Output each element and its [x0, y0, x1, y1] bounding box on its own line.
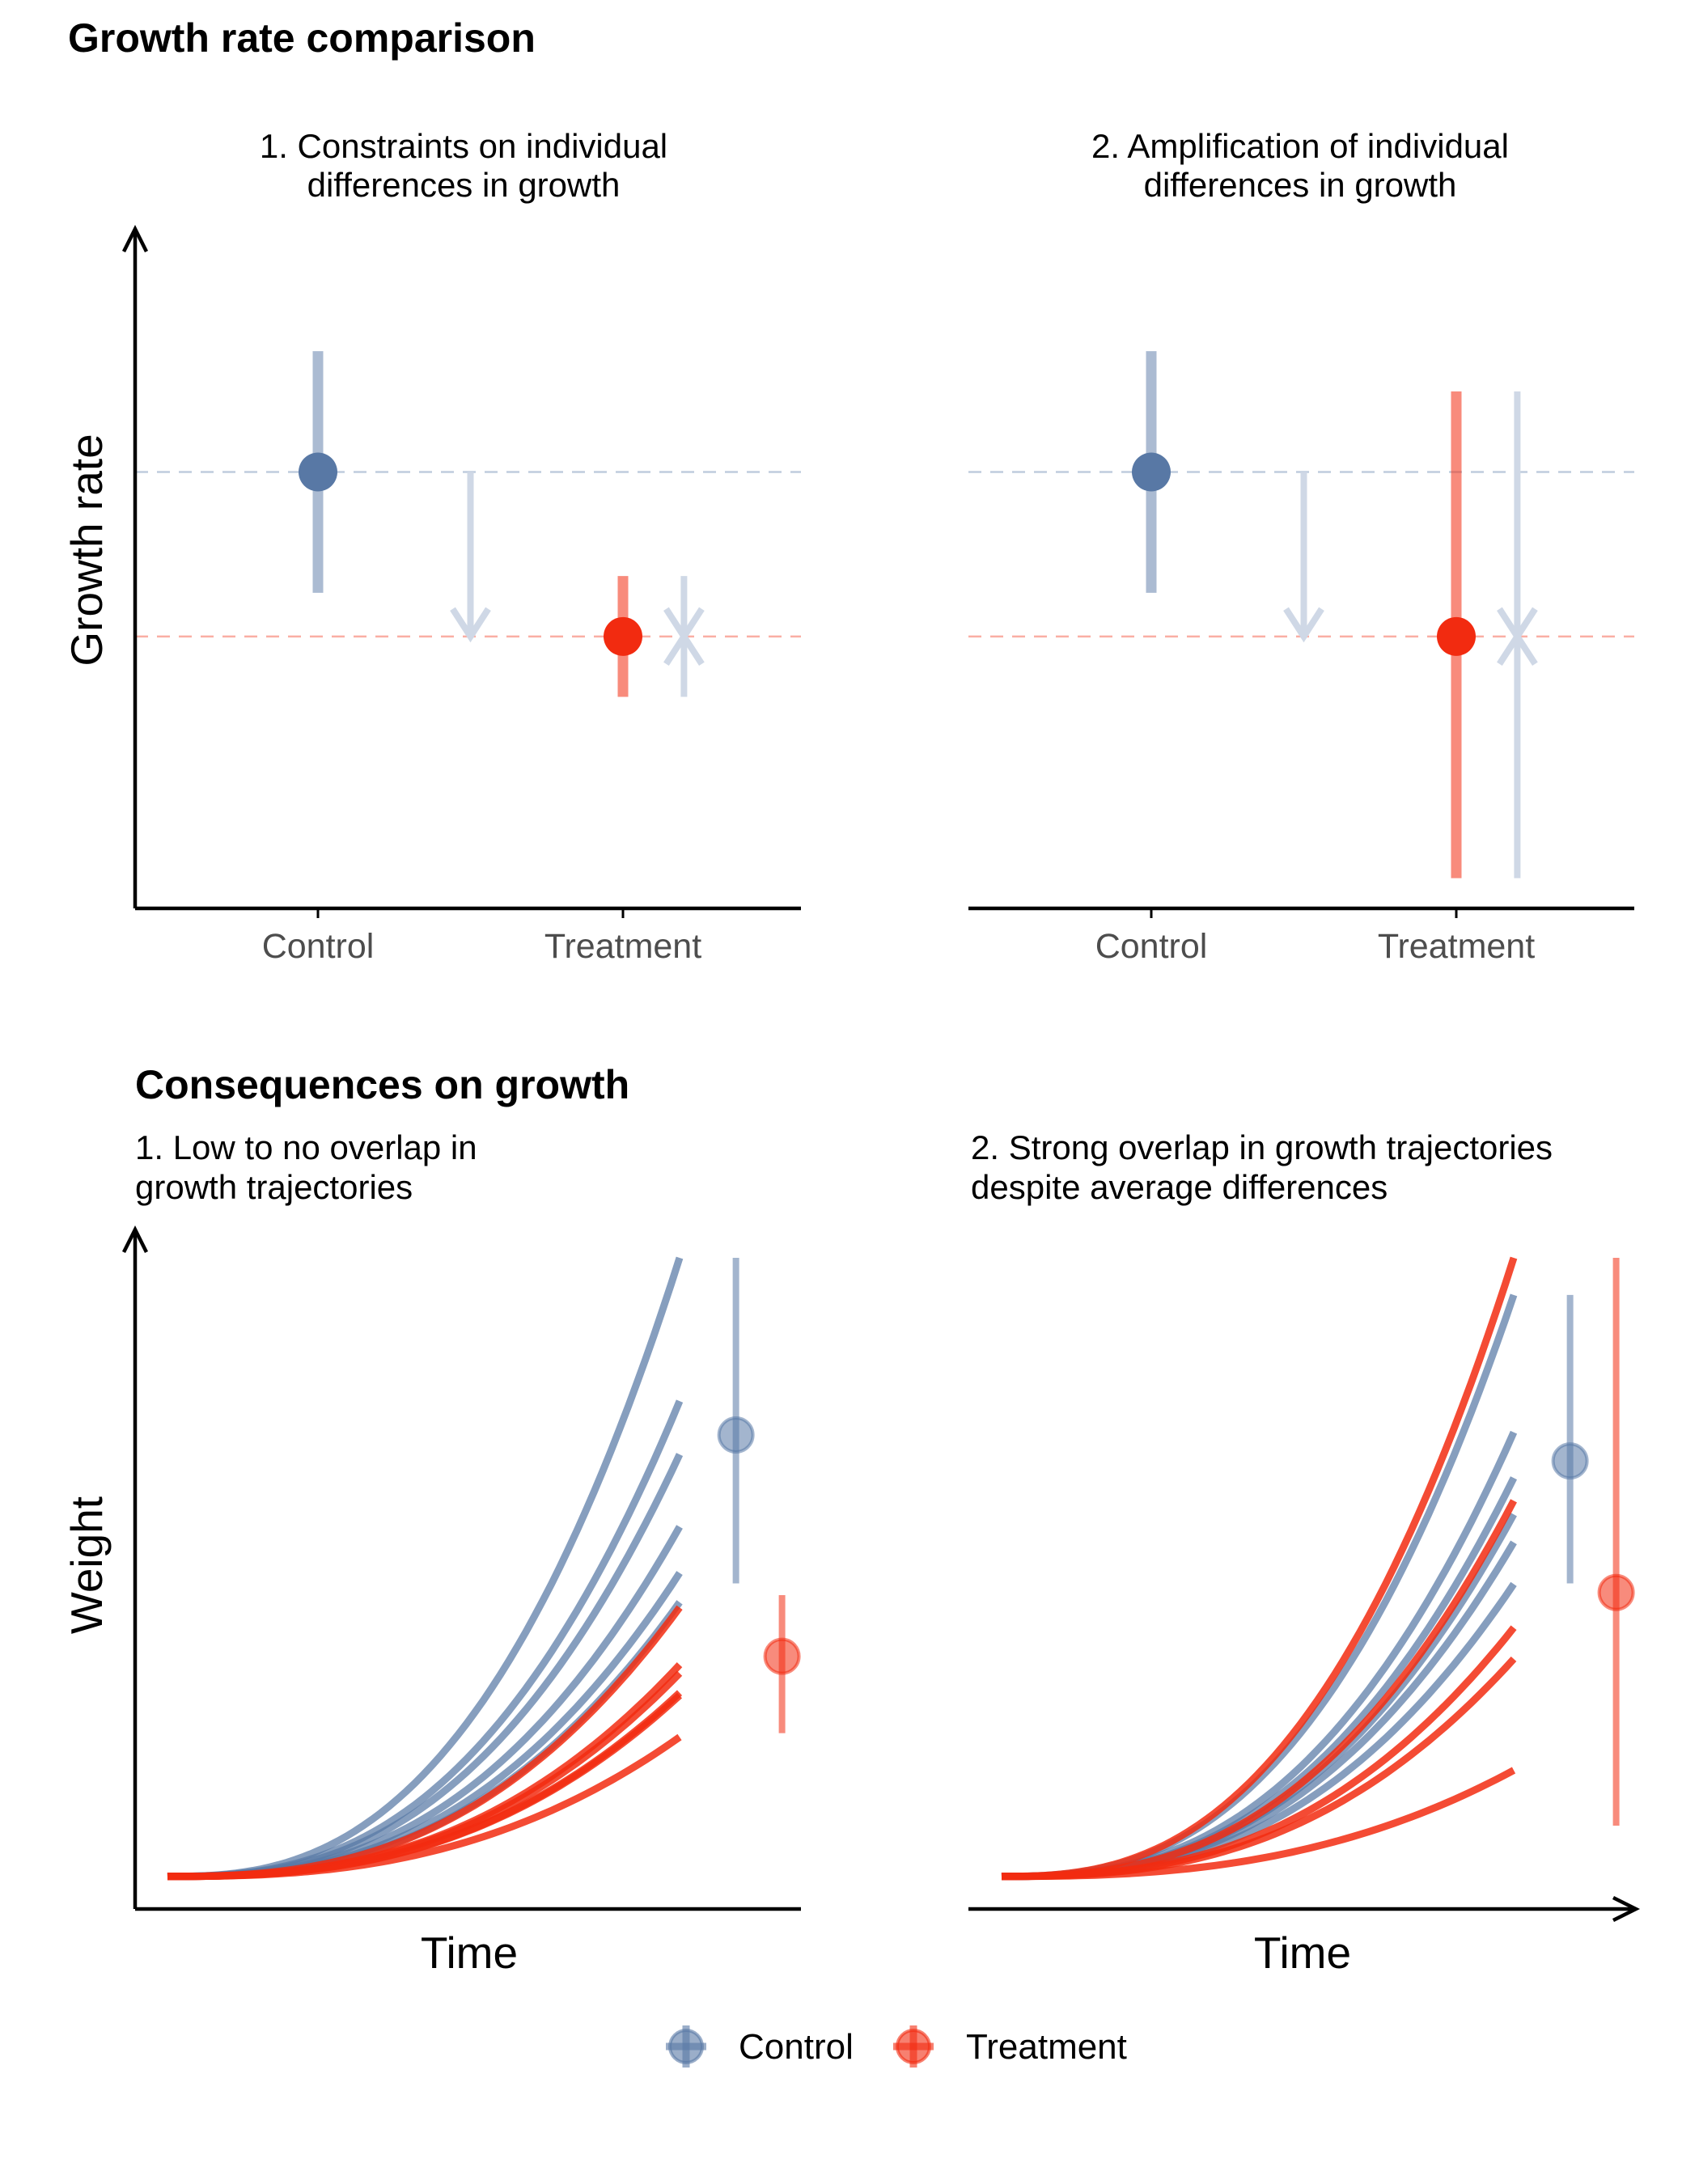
control-summary-mean: [1551, 1442, 1589, 1480]
annotation-arrow-3-head: [663, 630, 705, 667]
treatment-summary-mean: [1597, 1573, 1635, 1611]
y-axis-arrowhead: [121, 1225, 149, 1254]
panel-bl-axes: [121, 1225, 801, 1911]
legend: Control Treatment: [666, 2025, 1127, 2068]
panel-bl-trajectories: [167, 1256, 684, 1881]
panel-tr-axes: [968, 906, 1634, 918]
legend-label-control: Control: [739, 2027, 854, 2067]
panel-tl-axes: [121, 224, 801, 918]
panel-tr-marks: [1132, 351, 1538, 878]
panel-tr-subtitle-line1: 2. Amplification of individual: [1091, 127, 1509, 165]
treatment-trajectory-6: [167, 1733, 682, 1881]
legend-label-treatment: Treatment: [966, 2027, 1127, 2067]
annotation-arrow-1-head: [1283, 607, 1324, 643]
panel-tr-subtitle-line2: differences in growth: [1144, 166, 1457, 204]
panel-tl-subtitle-line2: differences in growth: [307, 166, 621, 204]
panel-br-x-axis-label: Time: [1254, 1928, 1351, 1978]
panel-tr-chart: Control Treatment: [968, 351, 1634, 966]
annotation-arrow-1-head: [450, 607, 491, 643]
panel-br-chart: Time: [968, 1256, 1641, 1978]
panel-br-summary: [1551, 1258, 1635, 1826]
panel-tr-tick-treatment: Treatment: [1378, 927, 1535, 966]
section-title-consequences: Consequences on growth: [135, 1062, 629, 1107]
x-axis-arrowhead: [1612, 1895, 1641, 1923]
panel-bl-subtitle-line1: 1. Low to no overlap in: [135, 1128, 477, 1166]
panel-br-subtitle-line1: 2. Strong overlap in growth trajectories: [971, 1128, 1553, 1166]
panel-br-subtitle-line2: despite average differences: [971, 1168, 1388, 1206]
panel-tl-chart: Control Treatment Growth rate: [61, 224, 801, 966]
section-title-growth-rate: Growth rate comparison: [68, 15, 536, 61]
panel-bl-summary: [717, 1258, 801, 1733]
panel-tl-tick-control: Control: [262, 927, 375, 966]
treatment-trajectory-5: [1001, 1767, 1516, 1881]
panel-bl-y-axis-label: Weight: [61, 1496, 112, 1634]
panel-tl-subtitle-line1: 1. Constraints on individual: [260, 127, 667, 165]
panel-bl-chart: Time Weight: [61, 1225, 801, 1978]
mean-point-treatment: [604, 616, 642, 656]
mean-point-control: [1132, 452, 1171, 492]
legend-key-treatment: [893, 2025, 934, 2068]
panel-bl-x-axis-label: Time: [421, 1928, 518, 1978]
panel-bl-subtitle-line2: growth trajectories: [135, 1168, 413, 1206]
panel-br-axes: [968, 1895, 1641, 1923]
panel-tr-tick-control: Control: [1095, 927, 1208, 966]
mean-point-treatment: [1437, 616, 1476, 656]
treatment-trajectory-4: [1001, 1656, 1517, 1881]
panel-tl-tick-treatment: Treatment: [544, 927, 701, 966]
control-summary-mean: [717, 1416, 755, 1454]
treatment-summary-mean: [763, 1637, 801, 1675]
annotation-arrow-3-head: [1497, 630, 1538, 667]
legend-key-control: [666, 2025, 706, 2068]
control-trajectory-3: [167, 1453, 684, 1881]
y-axis-arrowhead: [121, 224, 149, 253]
panel-br-trajectories: [1001, 1256, 1518, 1881]
panel-tl-y-axis-label: Growth rate: [61, 434, 112, 666]
panel-tl-marks: [299, 351, 705, 697]
mean-point-control: [299, 452, 337, 492]
